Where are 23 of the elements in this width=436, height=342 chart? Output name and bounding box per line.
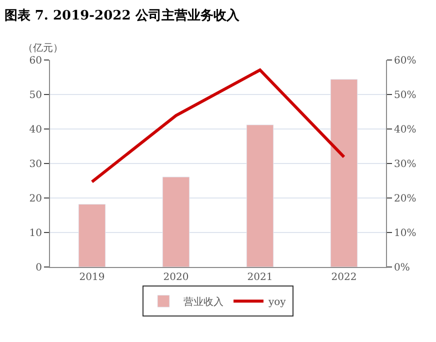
x-tick-label: 2021 bbox=[247, 272, 273, 283]
y-tick-label: 10 bbox=[29, 228, 42, 239]
y2-tick-label: 30% bbox=[394, 159, 416, 170]
y2-tick-label: 10% bbox=[394, 228, 416, 239]
y2-tick-label: 20% bbox=[394, 194, 416, 204]
y2-tick-label: 40% bbox=[394, 124, 416, 136]
y-axis-title: （亿元） bbox=[23, 43, 63, 54]
y-tick-label: 60 bbox=[29, 56, 42, 66]
y-tick-label: 20 bbox=[29, 194, 42, 204]
legend-label: 营业收入 bbox=[184, 296, 224, 308]
y-tick-label: 0 bbox=[36, 262, 42, 274]
y2-tick-label: 60% bbox=[394, 56, 416, 66]
y-tick-label: 30 bbox=[29, 159, 42, 170]
chart-title: 图表 7. 2019-2022 公司主营业务收入 bbox=[4, 7, 240, 24]
y-tick-label: 40 bbox=[29, 124, 42, 136]
x-tick-label: 2022 bbox=[331, 272, 357, 283]
x-tick-label: 2019 bbox=[79, 272, 105, 283]
y2-tick-label: 50% bbox=[394, 90, 416, 101]
y-tick-label: 50 bbox=[29, 90, 42, 101]
x-tick-label: 2020 bbox=[163, 272, 189, 283]
line-series bbox=[90, 68, 346, 184]
legend-label: yoy bbox=[268, 297, 286, 308]
y2-tick-label: 0% bbox=[394, 262, 410, 274]
